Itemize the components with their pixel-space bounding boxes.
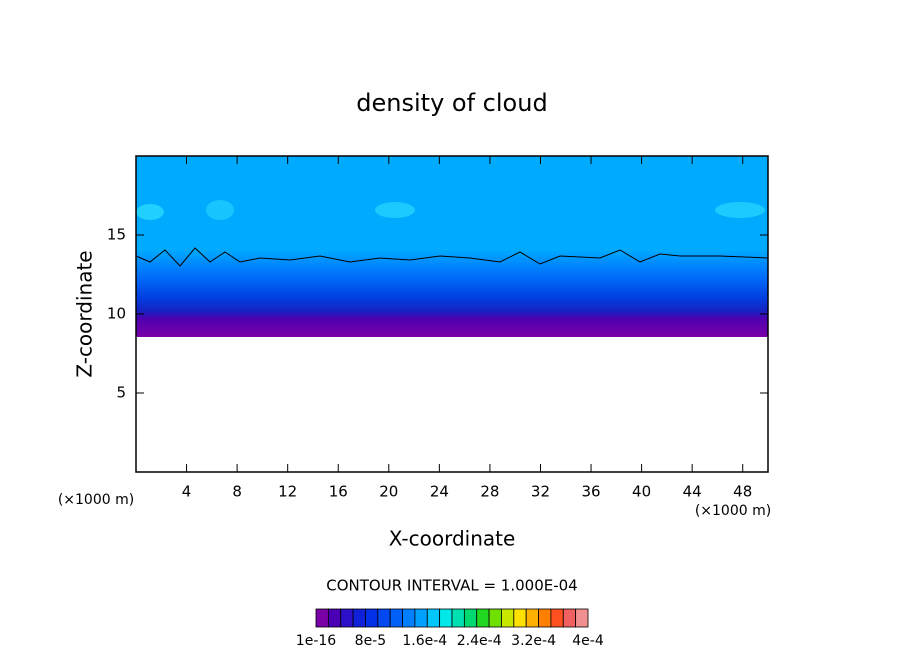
colorbar-swatch xyxy=(550,608,564,628)
colorbar-swatch xyxy=(365,608,379,628)
colorbar-label: 1.6e-4 xyxy=(402,633,447,649)
colorbar-label: 1e-16 xyxy=(296,633,336,649)
colorbar-swatch xyxy=(463,608,478,628)
colorbar-label: 4e-4 xyxy=(572,633,604,649)
colorbar-label: 3.2e-4 xyxy=(511,633,556,649)
y-tick-label: 15 xyxy=(107,226,126,244)
colorbar-swatch xyxy=(414,608,428,628)
colorbar-swatch xyxy=(315,608,329,628)
x-tick-label: 28 xyxy=(480,483,499,501)
x-tick-label: 36 xyxy=(581,483,600,501)
colorbar-swatch xyxy=(426,608,441,628)
colorbar-swatch xyxy=(476,608,490,628)
x-tick-label: 16 xyxy=(329,483,348,501)
colorbar-swatch xyxy=(352,608,366,628)
x-tick-label: 32 xyxy=(531,483,550,501)
colorbar-swatch xyxy=(488,608,502,628)
x-tick-label: 44 xyxy=(683,483,702,501)
y-axis-label: Z-coordinate xyxy=(73,250,97,377)
colorbar-swatch xyxy=(538,608,552,628)
x-tick-label: 4 xyxy=(182,483,192,501)
x-tick-label: 40 xyxy=(632,483,651,501)
colorbar-swatch xyxy=(377,608,391,628)
colorbar-swatch xyxy=(389,608,403,628)
colorbar-swatch xyxy=(439,608,453,628)
x-tick-label: 20 xyxy=(379,483,398,501)
colorbar-swatch xyxy=(402,608,416,628)
colorbar-swatch xyxy=(525,608,539,628)
contour-interval: CONTOUR INTERVAL = 1.000E-04 xyxy=(326,577,577,595)
x-tick-label: 24 xyxy=(430,483,449,501)
x-tick-label: 48 xyxy=(733,483,752,501)
chart-title: density of cloud xyxy=(356,89,547,117)
colorbar-swatch xyxy=(501,608,515,628)
y-unit: (×1000 m) xyxy=(58,492,134,508)
colorbar-swatch xyxy=(451,608,465,628)
y-tick-label: 5 xyxy=(116,384,126,402)
y-tick-label: 10 xyxy=(107,305,126,323)
colorbar-swatch xyxy=(562,608,577,628)
x-unit: (×1000 m) xyxy=(695,503,771,519)
colorbar-swatch xyxy=(340,608,354,628)
colorbar-swatch xyxy=(327,608,342,628)
colorbar-swatch xyxy=(575,608,589,628)
colorbar-label: 2.4e-4 xyxy=(457,633,502,649)
colorbar-swatch xyxy=(513,608,527,628)
x-tick-label: 12 xyxy=(278,483,297,501)
x-axis-label: X-coordinate xyxy=(389,527,516,551)
colorbar-label: 8e-5 xyxy=(355,633,386,649)
x-tick-label: 8 xyxy=(232,483,242,501)
contour-field xyxy=(135,156,769,337)
